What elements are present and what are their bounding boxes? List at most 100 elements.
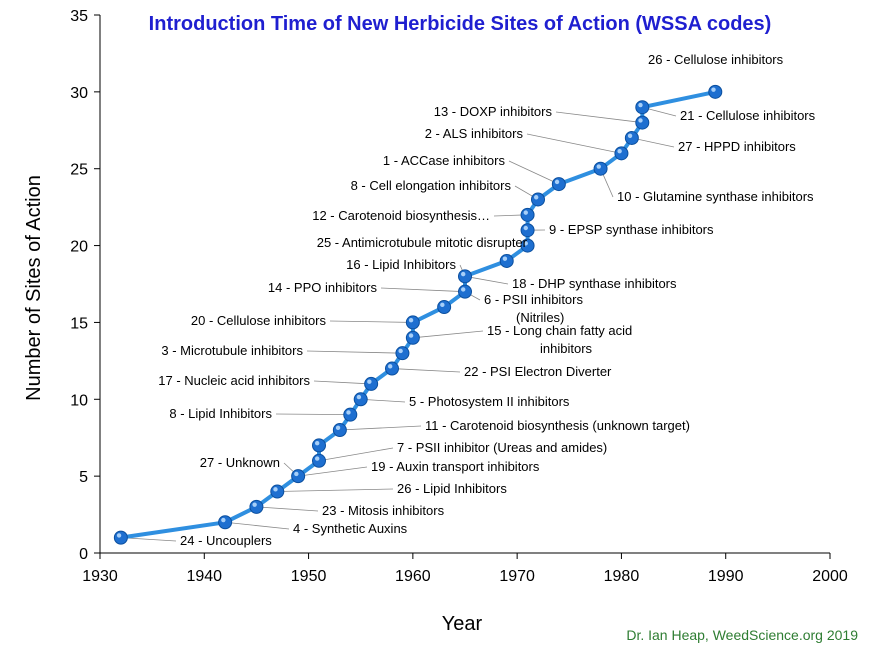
y-axis-title: Number of Sites of Action xyxy=(23,175,45,401)
annotation-label: 23 - Mitosis inhibitors xyxy=(322,503,445,518)
data-point xyxy=(614,146,629,161)
x-tick-label: 1930 xyxy=(82,568,118,585)
data-point xyxy=(458,284,472,299)
annotation-leader xyxy=(412,330,484,339)
x-tick-label: 1960 xyxy=(395,568,431,585)
x-ticks: 1930 1940 1950 1960 1970 1980 1990 2000 xyxy=(82,553,848,585)
annotation-label: 6 - PSII inhibitors xyxy=(484,292,583,307)
annotation-label: 2 - ALS inhibitors xyxy=(425,126,524,141)
annotation-leader xyxy=(318,447,394,462)
x-tick-label: 1940 xyxy=(186,568,222,585)
data-point xyxy=(437,300,452,315)
data-point-highlight xyxy=(116,533,122,538)
data-point-highlight xyxy=(346,410,351,415)
annotation-label: 10 - Glutamine synthase inhibitors xyxy=(617,189,814,204)
data-point xyxy=(385,361,399,376)
data-point-highlight xyxy=(461,271,466,277)
data-point-highlight xyxy=(221,517,226,523)
data-point xyxy=(332,423,347,438)
x-tick-label: 1990 xyxy=(708,568,744,585)
data-point-highlight xyxy=(388,364,393,369)
data-point-highlight xyxy=(367,379,372,384)
y-tick-label: 30 xyxy=(70,85,88,102)
annotation-label: 4 - Synthetic Auxins xyxy=(293,521,408,536)
annotation-label: 22 - PSI Electron Diverter xyxy=(464,364,612,379)
annotation-label: 21 - Cellulose inhibitors xyxy=(680,108,816,123)
annotation-label: 1 - ACCase inhibitors xyxy=(383,153,506,168)
annotation-leader xyxy=(464,275,509,285)
annotation-leader xyxy=(313,380,372,385)
y-tick-label: 15 xyxy=(70,315,88,332)
data-point-highlight xyxy=(617,148,622,154)
annotation-leader xyxy=(360,398,406,403)
data-point-highlight xyxy=(596,164,601,169)
annotation-leader xyxy=(225,521,290,530)
annotation-label: 7 - PSII inhibitor (Ureas and amides) xyxy=(397,440,607,455)
annotation-label: 26 - Lipid Inhibitors xyxy=(397,481,507,496)
data-point-highlight xyxy=(638,118,643,123)
annotation-leader xyxy=(631,137,675,148)
data-point xyxy=(312,438,326,453)
data-point-highlight xyxy=(440,302,445,308)
data-point-highlight xyxy=(554,179,560,185)
data-point xyxy=(218,515,233,530)
data-point xyxy=(364,376,379,391)
annotation-label: 8 - Lipid Inhibitors xyxy=(169,406,272,421)
data-point xyxy=(291,469,306,484)
annotation-label: 8 - Cell elongation inhibitors xyxy=(351,178,512,193)
data-point-highlight xyxy=(315,441,320,446)
annotation-label: 14 - PPO inhibitors xyxy=(268,280,378,295)
data-point-highlight xyxy=(461,287,466,292)
data-point-highlight xyxy=(252,502,257,507)
x-axis-title: Year xyxy=(442,613,483,635)
y-tick-label: 10 xyxy=(70,392,88,409)
x-tick-label: 1980 xyxy=(604,568,640,585)
data-point-highlight xyxy=(534,195,539,200)
annotation-leader xyxy=(329,320,413,323)
annotation-label: 12 - Carotenoid biosynthesis… xyxy=(312,208,490,223)
annotation-label: 15 - Long chain fatty acid xyxy=(487,323,632,338)
series-points xyxy=(113,84,723,545)
annotation-label: inhibitors xyxy=(540,341,593,356)
data-point xyxy=(708,84,723,99)
annotation-label: (Nitriles) xyxy=(516,310,564,325)
data-point xyxy=(405,330,420,345)
data-point-highlight xyxy=(627,133,633,138)
data-point xyxy=(551,177,566,192)
annotation-leader xyxy=(391,368,461,373)
data-point xyxy=(624,130,639,145)
y-ticks: 0 5 10 15 20 25 30 35 xyxy=(70,8,100,563)
x-tick-label: 1950 xyxy=(291,568,327,585)
data-point xyxy=(531,192,545,207)
annotation-leader xyxy=(555,111,643,123)
annotation-leader xyxy=(380,287,466,293)
chart-title: Introduction Time of New Herbicide Sites… xyxy=(149,13,772,35)
data-point xyxy=(270,484,285,499)
data-point-highlight xyxy=(523,225,528,231)
data-point xyxy=(635,100,650,115)
annotation-leader xyxy=(298,466,368,477)
annotation-label: 11 - Carotenoid biosynthesis (unknown ta… xyxy=(425,418,690,433)
annotation-leader xyxy=(339,425,422,431)
annotation-label: 20 - Cellulose inhibitors xyxy=(191,313,327,328)
annotation-label: 3 - Microtubule inhibitors xyxy=(161,343,303,358)
data-point-highlight xyxy=(273,487,278,492)
data-point xyxy=(405,315,420,330)
y-tick-label: 25 xyxy=(70,162,88,179)
data-point xyxy=(249,499,264,514)
data-point xyxy=(593,161,608,176)
data-point xyxy=(499,253,514,268)
annotation-leader xyxy=(508,160,560,185)
data-point xyxy=(635,115,650,130)
annotation-label: 13 - DOXP inhibitors xyxy=(434,104,553,119)
data-point-highlight xyxy=(315,456,320,461)
y-tick-label: 20 xyxy=(70,239,88,256)
annotation-leader xyxy=(306,350,403,354)
annotation-label: 9 - EPSP synthase inhibitors xyxy=(549,222,714,237)
x-tick-label: 2000 xyxy=(812,568,848,585)
data-point-highlight xyxy=(398,348,403,354)
data-point xyxy=(113,530,128,545)
data-point xyxy=(343,407,358,422)
data-point-highlight xyxy=(335,425,341,431)
x-tick-label: 1970 xyxy=(499,568,535,585)
